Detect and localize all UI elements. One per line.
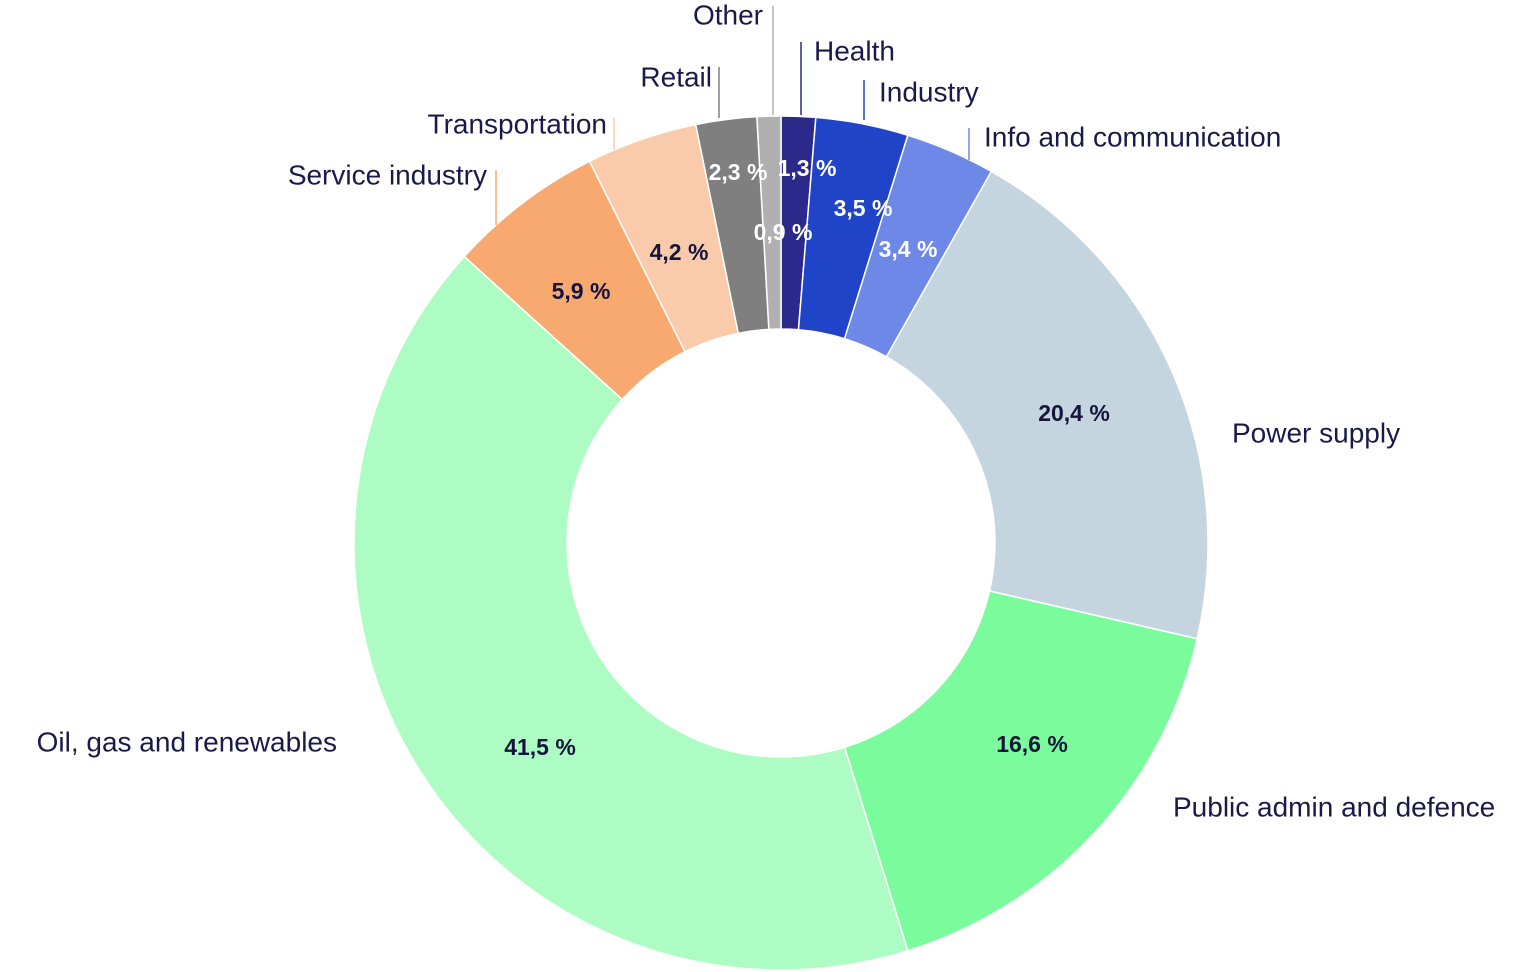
value-label: 41,5 % [504,734,576,760]
category-label: Health [814,35,895,66]
slice [843,590,1199,952]
category-label: Retail [640,61,712,92]
value-label: 5,9 % [552,278,611,304]
category-label: Service industry [288,159,487,190]
category-label: Transportation [428,108,608,139]
category-label: Other [693,0,763,30]
slice [885,170,1209,640]
value-label: 0,9 % [754,219,813,245]
category-label: Info and communication [984,121,1281,152]
category-label: Oil, gas and renewables [37,726,337,757]
category-label: Power supply [1232,417,1400,448]
value-label: 16,6 % [996,731,1068,757]
value-label: 3,4 % [879,236,938,262]
category-label: Industry [879,76,979,107]
slice [756,115,782,331]
value-label: 20,4 % [1038,400,1110,426]
value-label: 3,5 % [834,195,893,221]
value-label: 4,2 % [650,239,709,265]
value-label: 2,3 % [709,159,768,185]
slice [353,255,909,971]
category-label: Public admin and defence [1173,791,1495,822]
value-label: 1,3 % [778,155,837,181]
